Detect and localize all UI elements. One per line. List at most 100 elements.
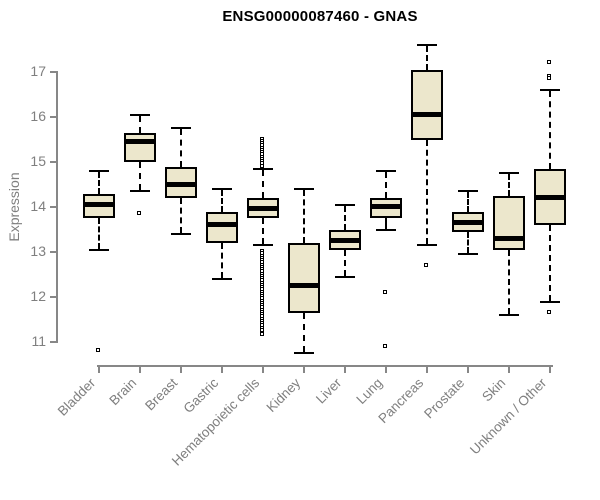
x-tick-mark [139, 367, 141, 373]
whisker-upper [426, 46, 428, 70]
y-tick-mark [50, 341, 57, 343]
whisker-lower [221, 243, 223, 278]
median-line [452, 219, 484, 225]
whisker-cap-upper [540, 89, 560, 91]
y-tick-label: 12 [30, 288, 46, 304]
x-axis-line [97, 365, 553, 367]
median-line [329, 237, 361, 243]
box [124, 132, 156, 162]
whisker-cap-upper [130, 113, 150, 116]
whisker-cap-upper [499, 172, 519, 175]
whisker-cap-lower [89, 248, 109, 251]
outlier-point [547, 309, 551, 314]
outlier-point [383, 289, 387, 294]
whisker-cap-lower [335, 275, 355, 278]
whisker-cap-upper [376, 170, 396, 172]
box [288, 243, 320, 313]
chart-title: ENSG00000087460 - GNAS [222, 8, 418, 25]
y-tick-label: 16 [30, 108, 46, 124]
whisker-cap-lower [499, 314, 519, 316]
whisker-cap-upper [294, 188, 314, 190]
whisker-upper [221, 190, 223, 212]
box [493, 195, 525, 250]
box [411, 69, 443, 140]
median-line [165, 181, 197, 187]
box [206, 211, 238, 243]
whisker-upper [98, 172, 100, 194]
whisker-cap-upper [335, 203, 355, 206]
median-line [534, 195, 566, 200]
x-tick-mark [385, 367, 387, 373]
y-axis-line [56, 71, 58, 343]
whisker-lower [426, 139, 428, 245]
y-tick-mark [50, 206, 57, 208]
x-tick-mark [262, 367, 264, 373]
whisker-lower [344, 249, 346, 276]
x-tick-mark [344, 367, 346, 373]
outlier-point [424, 262, 428, 267]
outlier-point [96, 348, 100, 352]
outlier-point [547, 60, 551, 64]
median-line [206, 222, 238, 227]
whisker-cap-lower [294, 352, 314, 355]
outlier-point [383, 343, 387, 348]
whisker-cap-upper [458, 190, 478, 193]
whisker-upper [344, 205, 346, 230]
x-tick-mark [508, 367, 510, 373]
whisker-lower [467, 231, 469, 254]
y-tick-label: 13 [30, 243, 46, 259]
median-line [83, 201, 115, 207]
outlier-point [260, 332, 264, 337]
whisker-upper [467, 192, 469, 212]
y-tick-mark [50, 251, 57, 253]
outlier-point [260, 327, 264, 332]
y-tick-label: 11 [31, 333, 46, 349]
median-line [124, 138, 156, 144]
whisker-lower [262, 218, 264, 245]
median-line [493, 235, 525, 241]
x-tick-mark [549, 367, 551, 373]
whisker-upper [139, 115, 141, 133]
whisker-cap-lower [171, 233, 191, 235]
whisker-cap-lower [376, 228, 396, 231]
median-line [288, 282, 320, 288]
y-tick-mark [50, 71, 57, 73]
x-tick-mark [426, 367, 428, 373]
whisker-cap-lower [540, 300, 560, 303]
y-tick-mark [50, 116, 57, 118]
outlier-point [260, 163, 264, 168]
whisker-lower [139, 162, 141, 191]
whisker-upper [303, 190, 305, 243]
whisker-cap-upper [212, 188, 232, 190]
whisker-lower [508, 249, 510, 314]
whisker-upper [549, 91, 551, 169]
whisker-cap-lower [417, 244, 437, 247]
whisker-lower [180, 198, 182, 233]
median-line [411, 111, 443, 117]
x-tick-mark [180, 367, 182, 373]
y-tick-mark [50, 296, 57, 298]
y-tick-label: 14 [30, 198, 46, 214]
outlier-point [547, 75, 551, 80]
whisker-cap-upper [253, 167, 273, 170]
whisker-cap-upper [417, 44, 437, 46]
whisker-upper [180, 129, 182, 167]
y-tick-label: 15 [30, 153, 46, 169]
median-line [247, 206, 279, 212]
outlier-point [137, 210, 141, 215]
x-tick-mark [98, 367, 100, 373]
whisker-upper [262, 169, 264, 198]
whisker-cap-lower [212, 278, 232, 280]
x-tick-mark [303, 367, 305, 373]
x-tick-mark [467, 367, 469, 373]
whisker-upper [385, 172, 387, 198]
x-tick-mark [221, 367, 223, 373]
whisker-cap-upper [89, 170, 109, 172]
whisker-cap-lower [130, 190, 150, 193]
whisker-cap-upper [171, 127, 191, 130]
whisker-lower [98, 218, 100, 249]
whisker-lower [303, 312, 305, 353]
median-line [370, 204, 402, 209]
